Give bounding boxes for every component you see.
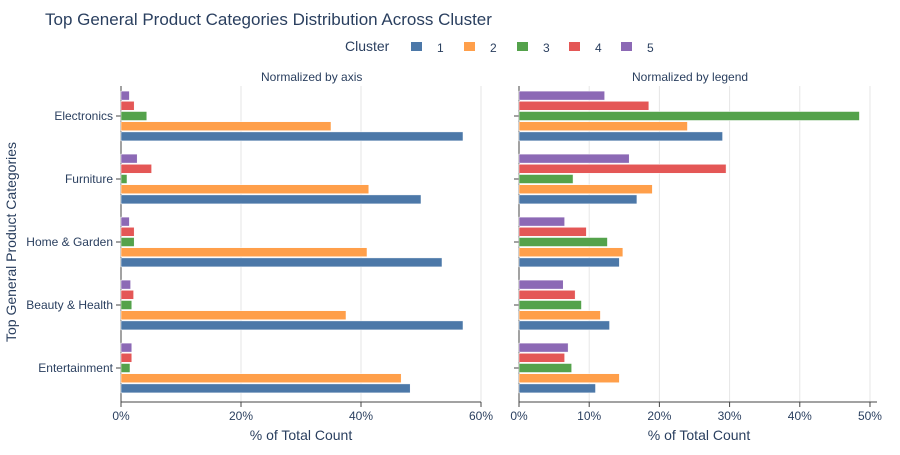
bar-panel-2-cluster-2-home-garden[interactable] bbox=[518, 247, 624, 257]
bar-panel-2-cluster-4-entertainment[interactable] bbox=[518, 353, 565, 363]
y-tick-label: Electronics bbox=[54, 109, 113, 123]
bar-panel-2-cluster-2-beauty-health[interactable] bbox=[518, 310, 601, 320]
bar-panel-2-cluster-1-electronics[interactable] bbox=[518, 131, 723, 142]
bar-panel-1-cluster-1-electronics[interactable] bbox=[120, 131, 464, 142]
bar-panel-1-cluster-5-furniture[interactable] bbox=[120, 153, 138, 164]
bar-panel-2-cluster-3-home-garden[interactable] bbox=[518, 237, 608, 247]
legend-label-cluster-1[interactable]: 1 bbox=[437, 41, 444, 55]
bar-panel-1-cluster-2-home-garden[interactable] bbox=[120, 247, 368, 257]
y-tick-label: Home & Garden bbox=[26, 235, 113, 249]
y-tick-label: Furniture bbox=[65, 172, 113, 186]
panel-2-x-axis-label: % of Total Count bbox=[648, 427, 751, 443]
bar-panel-1-cluster-2-electronics[interactable] bbox=[120, 121, 332, 131]
bar-panel-1-cluster-5-beauty-health[interactable] bbox=[120, 279, 131, 290]
panel-1-x-tick-label: 20% bbox=[229, 409, 253, 423]
bar-panel-1-cluster-5-home-garden[interactable] bbox=[120, 216, 130, 227]
bar-panel-1-cluster-4-furniture[interactable] bbox=[120, 164, 152, 174]
panel-normalized-by-legend: 0% 10% 20% 30% 40% 50% bbox=[510, 86, 882, 423]
bar-panel-2-cluster-1-beauty-health[interactable] bbox=[518, 320, 610, 331]
bar-panel-1-cluster-3-furniture[interactable] bbox=[120, 174, 128, 184]
panel-2-subtitle: Normalized by legend bbox=[632, 70, 748, 84]
panel-2-x-tick-label: 50% bbox=[858, 409, 882, 423]
panel-2-x-tick-label: 10% bbox=[577, 409, 601, 423]
bar-panel-1-cluster-5-entertainment[interactable] bbox=[120, 342, 133, 353]
panel-2-x-tick-label: 40% bbox=[788, 409, 812, 423]
bar-panel-1-cluster-2-furniture[interactable] bbox=[120, 184, 370, 194]
legend-swatch-cluster-1[interactable] bbox=[411, 42, 422, 51]
bar-panel-2-cluster-2-entertainment[interactable] bbox=[518, 373, 620, 383]
bar-panel-2-cluster-5-furniture[interactable] bbox=[518, 153, 630, 164]
bar-panel-2-cluster-1-entertainment[interactable] bbox=[518, 383, 596, 394]
bar-panel-2-cluster-5-electronics[interactable] bbox=[518, 90, 605, 101]
bar-panel-1-cluster-1-home-garden[interactable] bbox=[120, 257, 443, 268]
bar-panel-1-cluster-3-electronics[interactable] bbox=[120, 111, 148, 121]
bar-panel-1-cluster-4-electronics[interactable] bbox=[120, 101, 135, 111]
bar-panel-2-cluster-5-beauty-health[interactable] bbox=[518, 279, 564, 290]
panel-1-x-axis-label: % of Total Count bbox=[250, 427, 353, 443]
panel-2-x-tick-label: 20% bbox=[647, 409, 671, 423]
panel-1-subtitle: Normalized by axis bbox=[261, 70, 362, 84]
legend-swatch-cluster-5[interactable] bbox=[621, 42, 632, 51]
bar-panel-2-cluster-4-beauty-health[interactable] bbox=[518, 290, 576, 300]
panel-1-x-tick-label: 60% bbox=[469, 409, 493, 423]
bar-panel-2-cluster-4-furniture[interactable] bbox=[518, 164, 727, 174]
legend-swatch-cluster-3[interactable] bbox=[517, 42, 528, 51]
panel-2-x-tick-label: 30% bbox=[718, 409, 742, 423]
bar-panel-1-cluster-1-entertainment[interactable] bbox=[120, 383, 411, 394]
bar-panel-1-cluster-1-beauty-health[interactable] bbox=[120, 320, 464, 331]
bar-panel-1-cluster-4-home-garden[interactable] bbox=[120, 227, 135, 237]
y-tick-label: Beauty & Health bbox=[26, 298, 113, 312]
y-tick-label: Entertainment bbox=[38, 361, 113, 375]
legend-label-cluster-5[interactable]: 5 bbox=[647, 41, 654, 55]
bar-panel-2-cluster-3-electronics[interactable] bbox=[518, 111, 860, 121]
panel-2-x-tick-label: 0% bbox=[510, 409, 528, 423]
bar-panel-1-cluster-1-furniture[interactable] bbox=[120, 194, 422, 205]
bar-panel-2-cluster-3-entertainment[interactable] bbox=[518, 363, 572, 373]
bar-panel-2-cluster-4-electronics[interactable] bbox=[518, 101, 650, 111]
legend-label-cluster-4[interactable]: 4 bbox=[595, 41, 602, 55]
legend-swatch-cluster-4[interactable] bbox=[569, 42, 580, 51]
chart-title: Top General Product Categories Distribut… bbox=[45, 10, 492, 29]
legend-title: Cluster bbox=[345, 38, 390, 54]
bar-panel-1-cluster-2-entertainment[interactable] bbox=[120, 373, 402, 383]
panel-normalized-by-axis: 0% 20% 40% 60% Electronics Furniture Home & Ga… bbox=[26, 86, 493, 423]
bar-panel-2-cluster-1-home-garden[interactable] bbox=[518, 257, 620, 268]
bar-panel-1-cluster-4-beauty-health[interactable] bbox=[120, 290, 134, 300]
y-axis-label: Top General Product Categories bbox=[3, 142, 19, 342]
bar-panel-2-cluster-3-beauty-health[interactable] bbox=[518, 300, 582, 310]
bar-panel-2-cluster-5-entertainment[interactable] bbox=[518, 342, 569, 353]
legend-swatch-cluster-2[interactable] bbox=[464, 42, 475, 51]
bar-panel-2-cluster-3-furniture[interactable] bbox=[518, 174, 574, 184]
bar-panel-1-cluster-3-beauty-health[interactable] bbox=[120, 300, 133, 310]
bar-panel-1-cluster-3-entertainment[interactable] bbox=[120, 363, 131, 373]
legend-label-cluster-3[interactable]: 3 bbox=[543, 41, 550, 55]
legend: Cluster 1 2 3 4 5 bbox=[345, 38, 654, 55]
bar-panel-2-cluster-2-furniture[interactable] bbox=[518, 184, 653, 194]
bar-panel-1-cluster-2-beauty-health[interactable] bbox=[120, 310, 347, 320]
legend-label-cluster-2[interactable]: 2 bbox=[490, 41, 497, 55]
bar-panel-2-cluster-1-furniture[interactable] bbox=[518, 194, 638, 205]
bar-panel-2-cluster-4-home-garden[interactable] bbox=[518, 227, 587, 237]
panel-1-x-tick-label: 0% bbox=[112, 409, 130, 423]
bar-panel-1-cluster-3-home-garden[interactable] bbox=[120, 237, 135, 247]
bar-panel-2-cluster-5-home-garden[interactable] bbox=[518, 216, 565, 227]
bar-panel-2-cluster-2-electronics[interactable] bbox=[518, 121, 688, 131]
panel-1-x-tick-label: 40% bbox=[349, 409, 373, 423]
bar-panel-1-cluster-5-electronics[interactable] bbox=[120, 90, 130, 101]
bar-panel-1-cluster-4-entertainment[interactable] bbox=[120, 353, 133, 363]
